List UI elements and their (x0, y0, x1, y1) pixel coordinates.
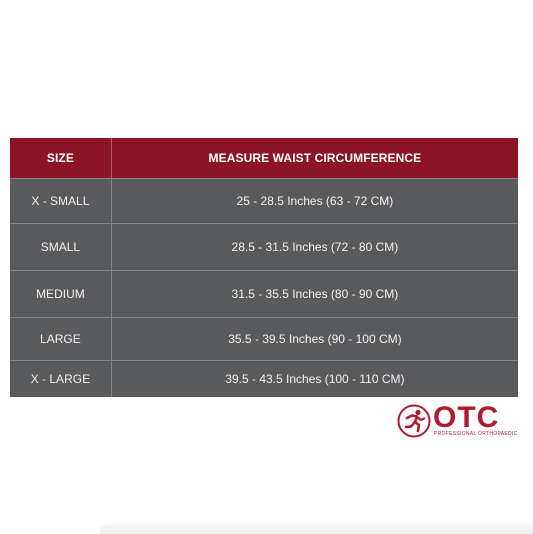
table-row: MEDIUM 31.5 - 35.5 Inches (80 - 90 CM) (10, 270, 518, 317)
table-row: SMALL 28.5 - 31.5 Inches (72 - 80 CM) (10, 223, 518, 270)
size-chart-table: SIZE MEASURE WAIST CIRCUMFERENCE X - SMA… (10, 138, 518, 397)
measure-cell: 39.5 - 43.5 Inches (100 - 110 CM) (225, 372, 405, 386)
brand-name: OTC (433, 401, 500, 434)
header-size: SIZE (10, 138, 112, 178)
table-row: X - SMALL 25 - 28.5 Inches (63 - 72 CM) (10, 178, 518, 223)
table-row: LARGE 35.5 - 39.5 Inches (90 - 100 CM) (10, 317, 518, 360)
header-measure: MEASURE WAIST CIRCUMFERENCE (208, 151, 422, 165)
size-cell: X - SMALL (10, 179, 112, 223)
bottom-shadow (100, 520, 533, 534)
table-header-row: SIZE MEASURE WAIST CIRCUMFERENCE (10, 138, 518, 178)
size-cell: MEDIUM (10, 271, 112, 317)
measure-cell: 35.5 - 39.5 Inches (90 - 100 CM) (228, 332, 402, 346)
brand-tagline: PROFESSIONAL ORTHOPAEDIC (434, 431, 518, 437)
table-row: X - LARGE 39.5 - 43.5 Inches (100 - 110 … (10, 360, 518, 397)
size-cell: X - LARGE (10, 361, 112, 397)
measure-cell: 25 - 28.5 Inches (63 - 72 CM) (236, 194, 394, 208)
measure-cell: 28.5 - 31.5 Inches (72 - 80 CM) (231, 240, 399, 254)
runner-icon (397, 404, 431, 438)
size-cell: SMALL (10, 224, 112, 270)
size-cell: LARGE (10, 318, 112, 360)
otc-logo: OTC PROFESSIONAL ORTHOPAEDIC (397, 403, 521, 441)
measure-cell: 31.5 - 35.5 Inches (80 - 90 CM) (231, 287, 399, 301)
